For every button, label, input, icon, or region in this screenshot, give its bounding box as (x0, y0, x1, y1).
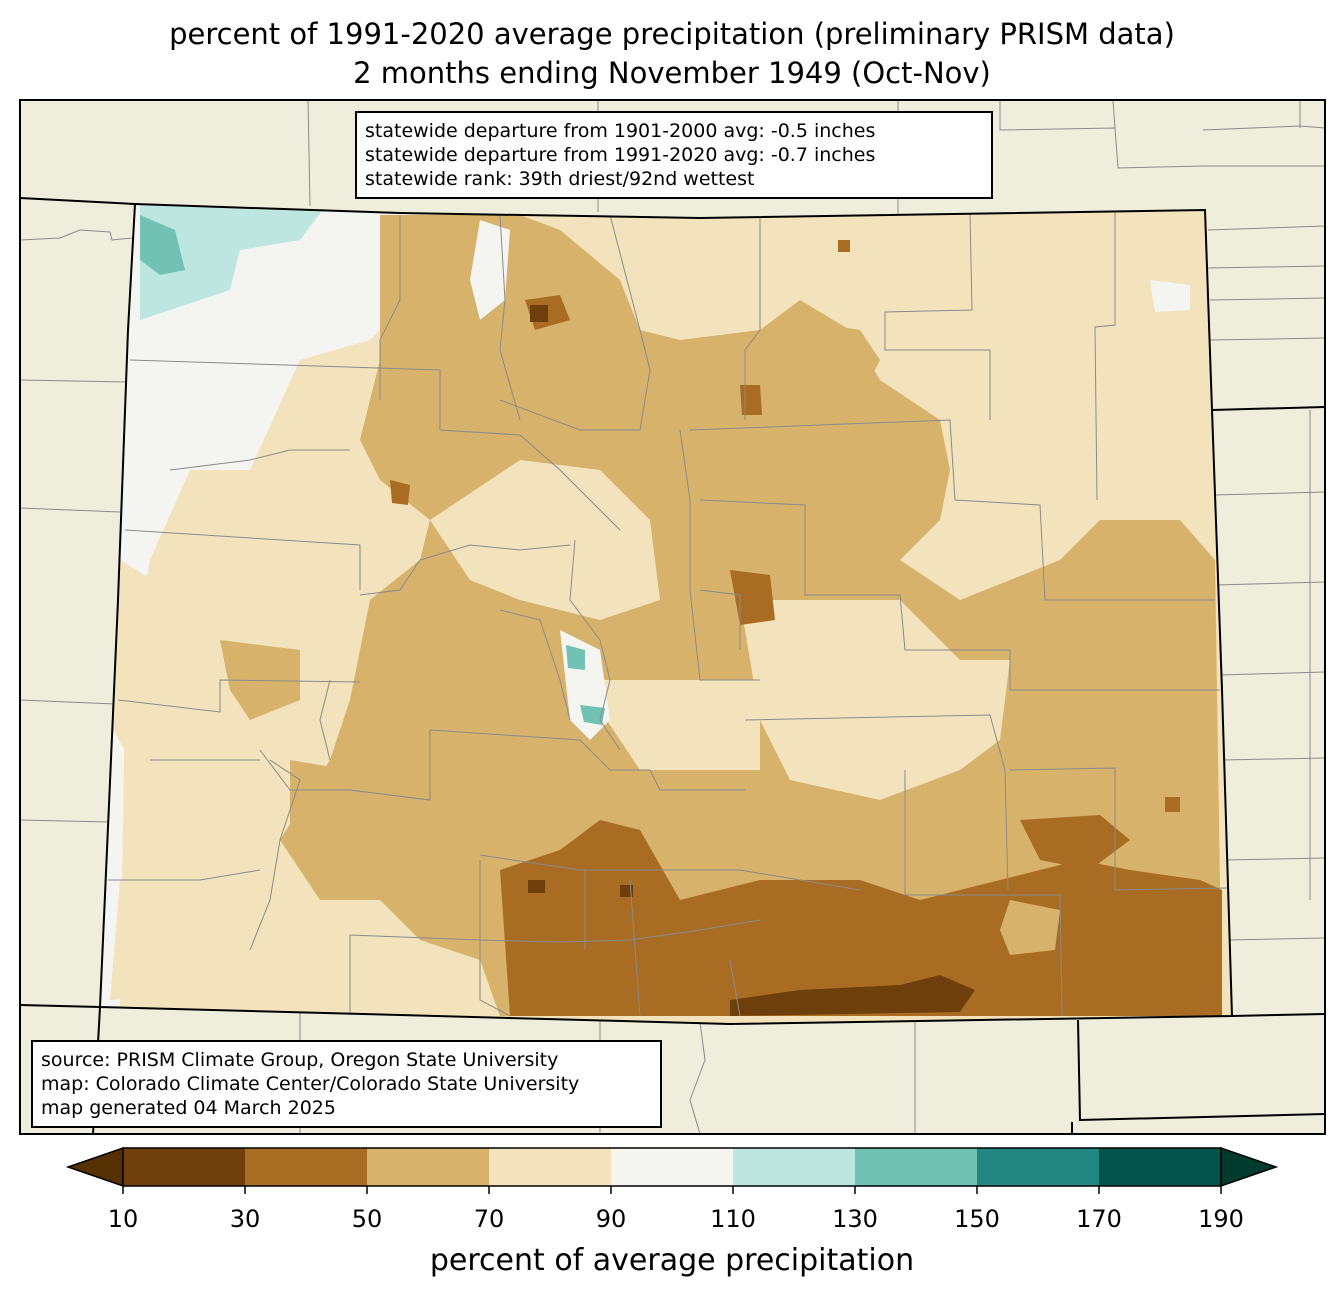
colorbar-tick-label: 50 (351, 1205, 383, 1233)
source-credits-box: source: PRISM Climate Group, Oregon Stat… (31, 1040, 662, 1128)
precipitation-field (100, 204, 1232, 1024)
colorbar-bin-110-130 (733, 1148, 856, 1186)
colorbar-tick-label: 10 (107, 1205, 139, 1233)
colorbar-tick-label: 170 (1076, 1205, 1122, 1233)
colorbar-bin-130-150 (855, 1148, 978, 1186)
colorbar-tick-label: 90 (595, 1205, 627, 1233)
colorbar-label: percent of average precipitation (429, 1243, 915, 1278)
map-title: percent of 1991-2020 average precipitati… (169, 17, 1175, 51)
colorbar-over-arrow (1220, 1146, 1279, 1188)
colorbar-bin-90-110 (611, 1148, 734, 1186)
map-credit: map: Colorado Climate Center/Colorado St… (41, 1073, 580, 1095)
map-frame (19, 99, 1326, 1135)
colorbar-bin-150-170 (977, 1148, 1100, 1186)
stats-rank: statewide rank: 39th driest/92nd wettest (365, 168, 755, 190)
colorbar-tick-label: 190 (1198, 1205, 1244, 1233)
statewide-stats-box: statewide departure from 1901-2000 avg: … (355, 111, 993, 199)
source-credit: source: PRISM Climate Group, Oregon Stat… (41, 1049, 559, 1071)
colorbar-tick-label: 150 (954, 1205, 1000, 1233)
colorado-boundary (98, 202, 1234, 1026)
colorbar (65, 1146, 1279, 1194)
colorbar-bin-70-90 (489, 1148, 612, 1186)
generated-date: map generated 04 March 2025 (41, 1097, 336, 1119)
colorbar-tick-label: 30 (229, 1205, 261, 1233)
stats-departure-1991-2020: statewide departure from 1991-2020 avg: … (365, 144, 876, 166)
colorbar-tick-label: 70 (473, 1205, 505, 1233)
colorbar-under-arrow (65, 1146, 124, 1188)
stats-departure-1901-2000: statewide departure from 1901-2000 avg: … (365, 120, 876, 142)
map-subtitle: 2 months ending November 1949 (Oct-Nov) (353, 56, 991, 90)
colorbar-bin-10-30 (123, 1148, 246, 1186)
county-lines (108, 212, 1229, 1017)
colorbar-bin-50-70 (367, 1148, 490, 1186)
colorbar-tick-label: 130 (832, 1205, 878, 1233)
colorbar-bin-170-190 (1099, 1148, 1222, 1186)
colorbar-outline (122, 1147, 1222, 1187)
colorbar-bin-30-50 (245, 1148, 368, 1186)
colorbar-tick-label: 110 (710, 1205, 756, 1233)
